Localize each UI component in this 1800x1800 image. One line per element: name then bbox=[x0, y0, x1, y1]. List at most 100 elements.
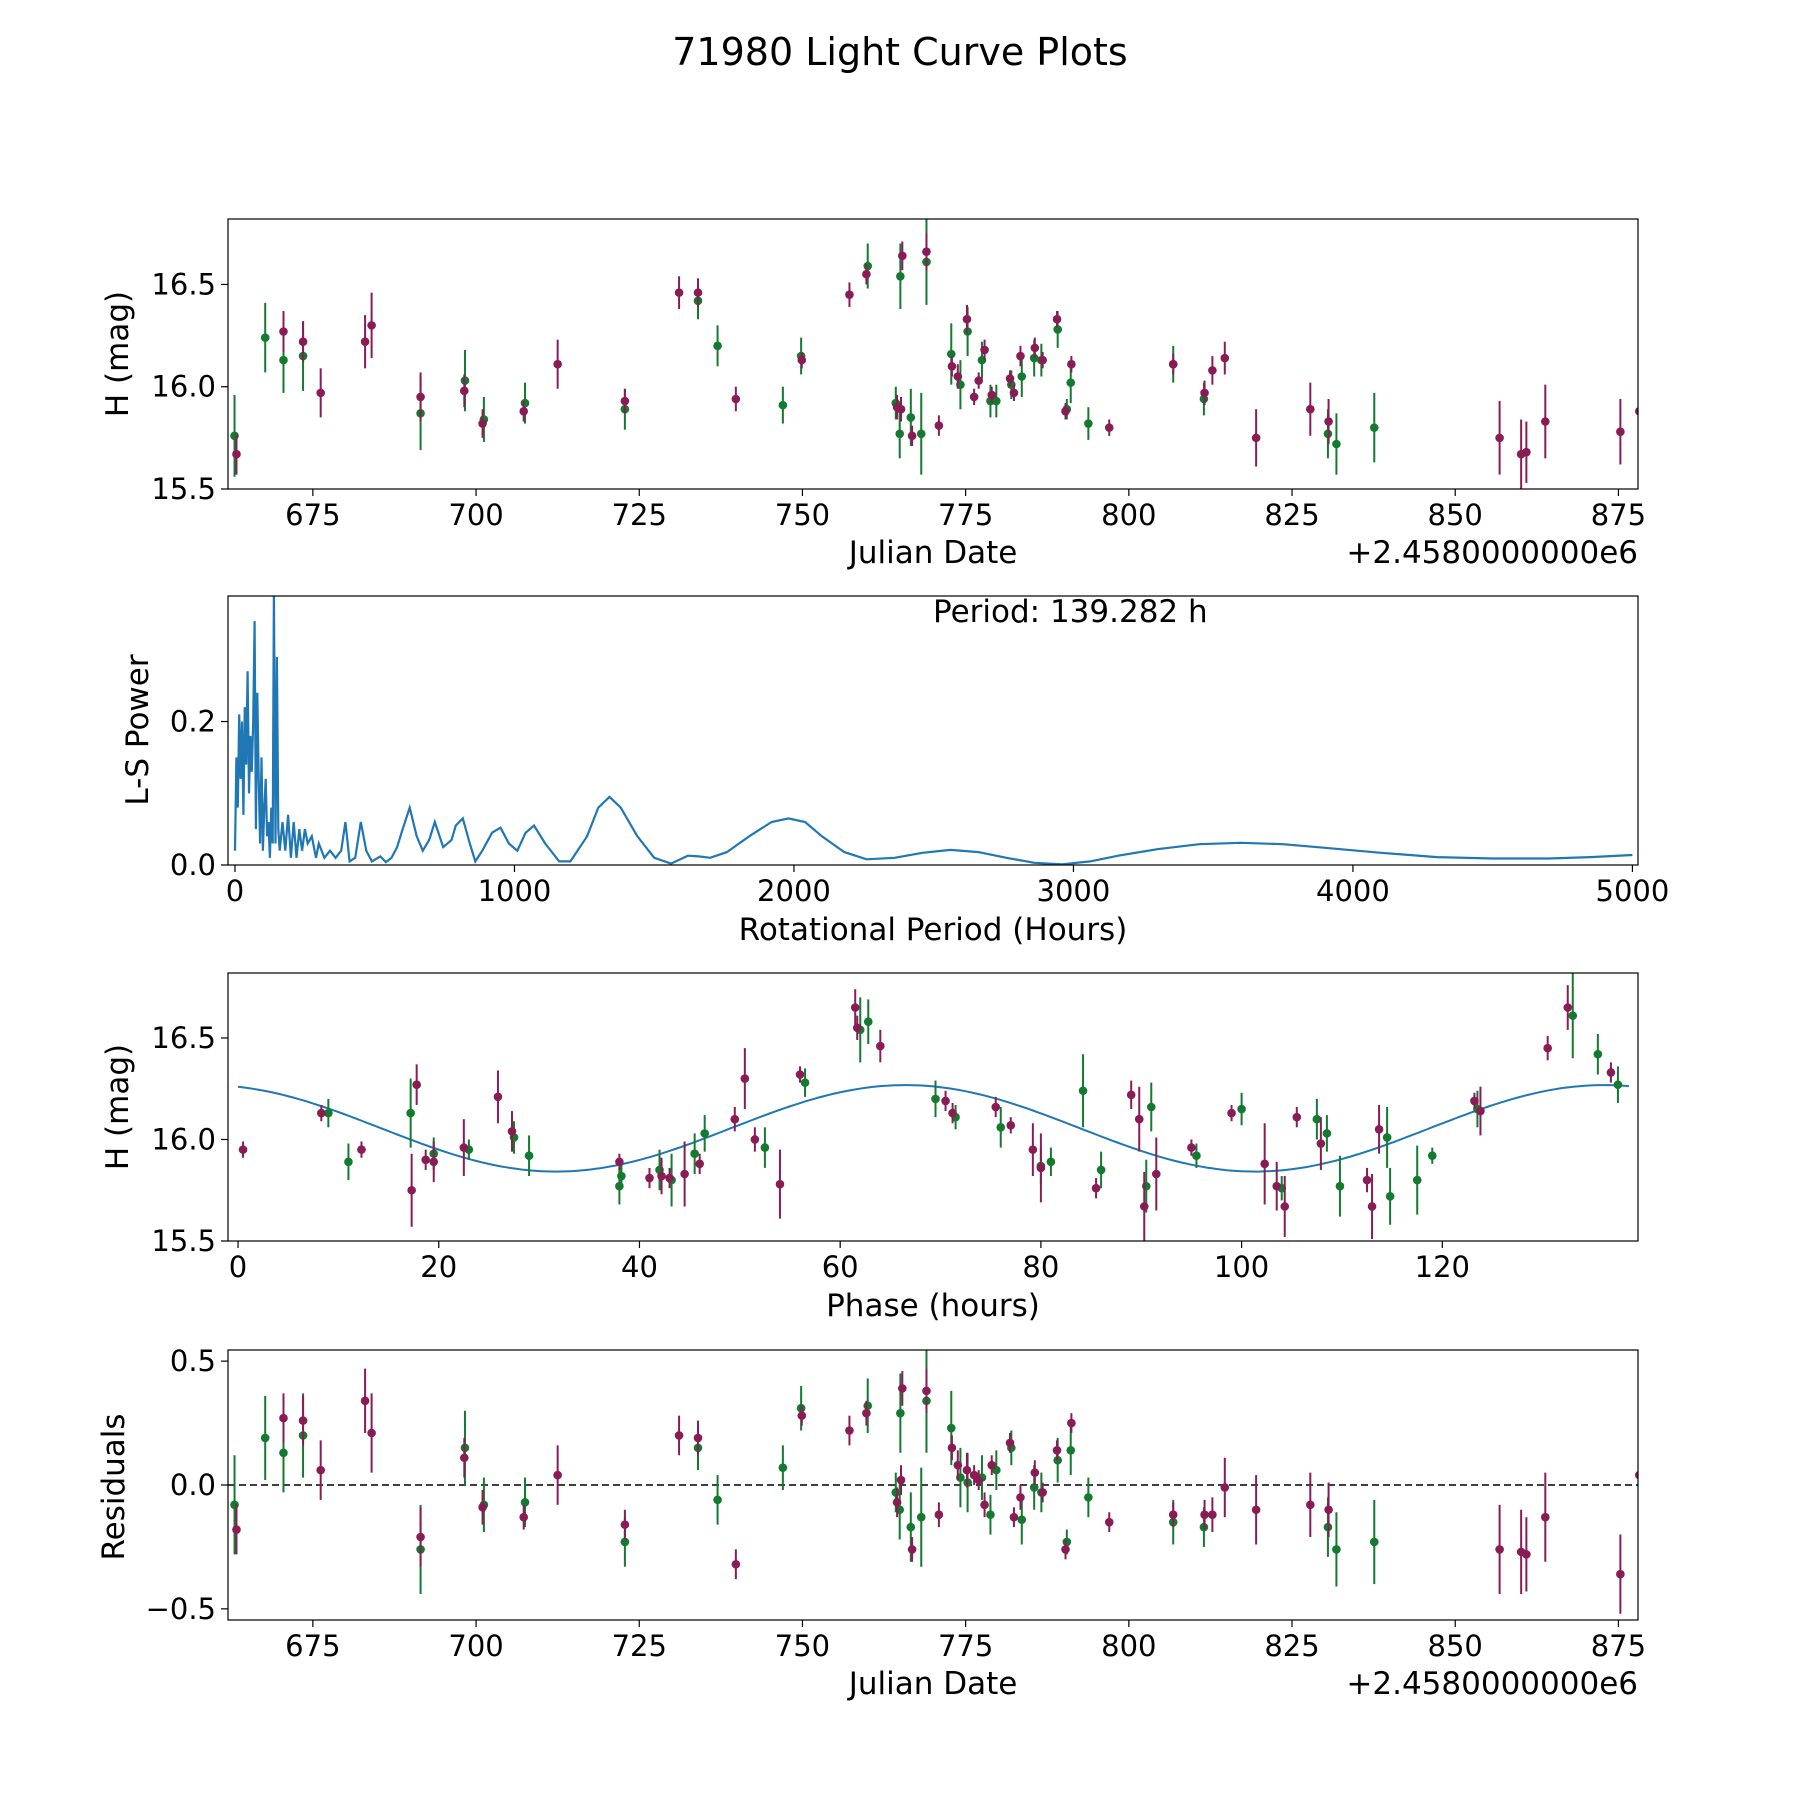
period-annotation: Period: 139.282 h bbox=[933, 594, 1208, 630]
data-point bbox=[1066, 378, 1076, 387]
data-point bbox=[1017, 1515, 1027, 1524]
data-point bbox=[987, 390, 997, 400]
x-tick-label: 825 bbox=[1264, 1629, 1319, 1663]
x-axis-label: Julian Date bbox=[847, 535, 1018, 571]
x-offset-label: +2.4580000000e6 bbox=[1346, 1666, 1638, 1702]
data-point bbox=[862, 269, 871, 279]
data-point bbox=[898, 1384, 907, 1393]
data-point bbox=[1324, 1505, 1333, 1515]
data-point bbox=[524, 1151, 534, 1161]
data-point bbox=[407, 1185, 416, 1195]
x-tick-label: 800 bbox=[1101, 498, 1156, 532]
data-point bbox=[1017, 372, 1027, 381]
data-point bbox=[980, 1500, 989, 1510]
data-point bbox=[713, 1495, 722, 1505]
data-point bbox=[279, 355, 288, 365]
data-point bbox=[1053, 325, 1062, 334]
data-point bbox=[429, 1157, 439, 1167]
data-point bbox=[778, 1463, 788, 1472]
data-point bbox=[230, 1500, 239, 1510]
data-point bbox=[1126, 1090, 1136, 1100]
panel-phase-fold: 0 20 40 60 80 100 120 15.5 16.0 16.5 Phase (hours… bbox=[100, 972, 1639, 1324]
data-point bbox=[1208, 366, 1217, 375]
data-point bbox=[931, 1094, 940, 1104]
data-point bbox=[1568, 1011, 1578, 1020]
data-point bbox=[953, 372, 963, 381]
axes-frame bbox=[227, 595, 1639, 866]
y-tick-label: 15.5 bbox=[151, 1224, 216, 1258]
data-point bbox=[459, 1143, 469, 1152]
series-green bbox=[324, 973, 1623, 1225]
data-point bbox=[1134, 1114, 1144, 1124]
data-point bbox=[946, 1423, 956, 1433]
y-tick-label: 16.5 bbox=[151, 267, 216, 301]
data-point bbox=[1335, 1181, 1345, 1191]
data-point bbox=[665, 1173, 674, 1183]
data-point bbox=[1067, 359, 1076, 369]
data-point bbox=[1332, 439, 1341, 449]
data-point bbox=[615, 1157, 624, 1167]
data-point bbox=[1038, 355, 1047, 365]
x-tick-label: 700 bbox=[448, 1629, 503, 1663]
data-point bbox=[232, 1525, 241, 1534]
data-point bbox=[279, 1413, 288, 1423]
data-point bbox=[797, 1411, 807, 1420]
data-point bbox=[863, 261, 873, 271]
x-axis-label: Phase (hours) bbox=[826, 1288, 1040, 1324]
data-point bbox=[1251, 1505, 1261, 1515]
data-point bbox=[1016, 1493, 1025, 1502]
periodogram-line bbox=[233, 596, 1633, 865]
data-point bbox=[1084, 419, 1093, 428]
data-point bbox=[695, 1159, 704, 1169]
x-tick-label: 60 bbox=[822, 1250, 859, 1284]
data-point bbox=[1635, 1470, 1638, 1480]
axis-ticks: 675 700 725 750 775 800 825 850 875 −0.5 0.0 0.5 bbox=[146, 1344, 1647, 1663]
data-point bbox=[1168, 359, 1178, 369]
data-point bbox=[1036, 1163, 1046, 1173]
data-point bbox=[1005, 374, 1015, 383]
data-point bbox=[1066, 1446, 1076, 1455]
data-point bbox=[922, 1386, 931, 1396]
data-point bbox=[279, 1448, 288, 1458]
data-point bbox=[1385, 1192, 1395, 1201]
x-tick-label: 4000 bbox=[1316, 874, 1390, 908]
data-point bbox=[279, 327, 288, 336]
data-point bbox=[862, 1408, 871, 1418]
data-point bbox=[845, 1426, 854, 1435]
y-tick-label: 0.0 bbox=[170, 1468, 216, 1502]
data-point bbox=[1139, 1202, 1149, 1211]
data-point bbox=[421, 1155, 431, 1165]
data-point bbox=[1495, 1545, 1504, 1554]
data-point bbox=[1374, 1125, 1384, 1134]
data-point bbox=[1029, 353, 1039, 363]
plot-area bbox=[228, 1350, 1638, 1614]
data-point bbox=[1616, 1569, 1625, 1579]
data-point bbox=[969, 392, 979, 402]
data-point bbox=[1061, 1545, 1070, 1554]
data-point bbox=[553, 1470, 562, 1480]
data-point bbox=[845, 290, 854, 299]
data-point bbox=[674, 1431, 684, 1440]
data-point bbox=[980, 345, 989, 355]
data-point bbox=[412, 1080, 421, 1089]
x-axis-label: Rotational Period (Hours) bbox=[739, 912, 1128, 948]
axis-ticks: 675 700 725 750 775 800 825 850 875 15.5 16.0 16.5 bbox=[151, 267, 1646, 532]
data-point bbox=[895, 429, 905, 439]
data-point bbox=[1096, 1165, 1106, 1175]
data-point bbox=[1220, 1483, 1230, 1492]
data-point bbox=[520, 1498, 530, 1507]
x-tick-label: 725 bbox=[612, 1629, 667, 1663]
data-point bbox=[1028, 1145, 1038, 1154]
x-tick-label: 750 bbox=[775, 1629, 830, 1663]
data-point bbox=[1237, 1104, 1246, 1114]
x-tick-label: 775 bbox=[938, 498, 993, 532]
data-point bbox=[1016, 351, 1025, 361]
data-point bbox=[317, 1108, 326, 1118]
data-point bbox=[316, 1465, 325, 1475]
data-point bbox=[1192, 1151, 1201, 1161]
data-point bbox=[1563, 1003, 1573, 1012]
data-point bbox=[1220, 353, 1230, 363]
y-axis-label: Residuals bbox=[96, 1413, 132, 1560]
data-point bbox=[906, 413, 916, 422]
data-point bbox=[1280, 1202, 1290, 1211]
